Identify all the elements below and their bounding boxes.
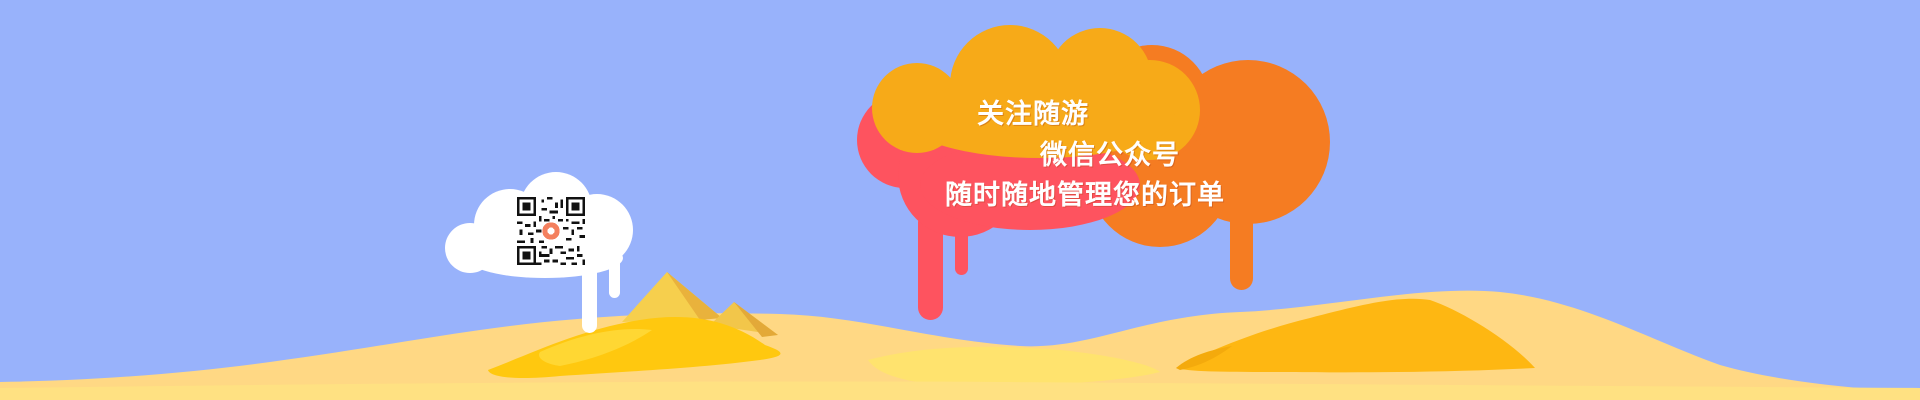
promo-text-follow: 关注随游: [977, 99, 1089, 130]
wechat-qr-code-icon[interactable]: [517, 197, 585, 265]
sand-pile-right: [1176, 298, 1535, 373]
promo-text-manage-orders: 随时随地管理您的订单: [945, 180, 1225, 211]
speech-cloud: [857, 25, 1330, 320]
promo-text-wechat: 微信公众号: [1040, 140, 1180, 171]
